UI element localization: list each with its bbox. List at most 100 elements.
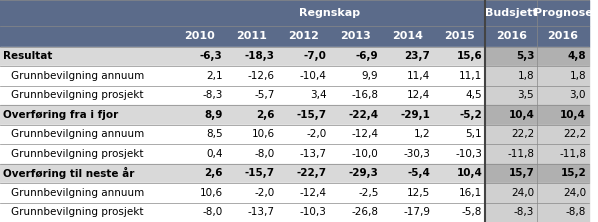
Text: 2,6: 2,6 [205,168,222,178]
Text: -10,3: -10,3 [456,149,482,159]
Text: 2016: 2016 [496,31,527,41]
Text: -2,0: -2,0 [254,188,274,198]
Text: 10,6: 10,6 [252,129,274,139]
Text: 1,8: 1,8 [569,71,586,81]
Text: -6,3: -6,3 [200,51,222,61]
Bar [0,47,485,66]
Text: -5,4: -5,4 [407,168,431,178]
Text: 2013: 2013 [340,31,371,41]
Text: 15,7: 15,7 [508,168,534,178]
Text: 9,9: 9,9 [362,71,379,81]
Bar [485,144,589,164]
Text: 2,1: 2,1 [206,71,222,81]
Text: 22,2: 22,2 [563,129,586,139]
Text: 5,3: 5,3 [515,51,534,61]
Bar [485,105,589,125]
Text: 8,5: 8,5 [206,129,222,139]
Text: 24,0: 24,0 [511,188,534,198]
Text: -6,9: -6,9 [356,51,379,61]
Text: 23,7: 23,7 [404,51,431,61]
Bar [0,26,589,47]
Text: 22,2: 22,2 [511,129,534,139]
Bar [485,86,589,105]
Bar [485,66,589,86]
Text: 2016: 2016 [548,31,579,41]
Text: 12,4: 12,4 [407,90,431,100]
Bar [0,66,485,86]
Text: -5,7: -5,7 [254,90,274,100]
Text: Grunnbevilgning prosjekt: Grunnbevilgning prosjekt [11,149,143,159]
Bar [0,125,485,144]
Text: -18,3: -18,3 [245,51,274,61]
Text: 11,4: 11,4 [407,71,431,81]
Text: -17,9: -17,9 [404,207,431,217]
Text: 2011: 2011 [236,31,267,41]
Text: Grunnbevilgning prosjekt: Grunnbevilgning prosjekt [11,90,143,100]
Text: -10,4: -10,4 [300,71,327,81]
Bar [0,86,485,105]
Text: 12,5: 12,5 [407,188,431,198]
Text: -11,8: -11,8 [559,149,586,159]
Text: -2,0: -2,0 [306,129,327,139]
Text: -11,8: -11,8 [507,149,534,159]
Text: -10,0: -10,0 [352,149,379,159]
Text: -13,7: -13,7 [248,207,274,217]
Text: -10,3: -10,3 [300,207,327,217]
Text: -13,7: -13,7 [300,149,327,159]
Text: 4,8: 4,8 [568,51,586,61]
Bar [0,202,485,222]
Text: Overføring fra i fjor: Overføring fra i fjor [3,110,118,120]
Text: 2012: 2012 [288,31,319,41]
Text: 2014: 2014 [392,31,423,41]
Bar [0,105,485,125]
Text: -7,0: -7,0 [304,51,327,61]
Text: 1,2: 1,2 [414,129,431,139]
Text: 24,0: 24,0 [563,188,586,198]
Text: -15,7: -15,7 [245,168,274,178]
Text: 3,5: 3,5 [517,90,534,100]
Text: 2015: 2015 [444,31,475,41]
Text: 5,1: 5,1 [466,129,482,139]
Bar [485,202,589,222]
Text: Grunnbevilgning prosjekt: Grunnbevilgning prosjekt [11,207,143,217]
Text: 10,6: 10,6 [200,188,222,198]
Bar [0,183,485,202]
Text: 0,4: 0,4 [206,149,222,159]
Text: -5,2: -5,2 [459,110,482,120]
Text: 15,2: 15,2 [560,168,586,178]
Text: Grunnbevilgning annuum: Grunnbevilgning annuum [11,71,144,81]
Text: -8,0: -8,0 [254,149,274,159]
Text: -8,0: -8,0 [203,207,222,217]
Text: -15,7: -15,7 [297,110,327,120]
Text: 4,5: 4,5 [466,90,482,100]
Text: -12,6: -12,6 [248,71,274,81]
Text: -12,4: -12,4 [300,188,327,198]
Text: 3,0: 3,0 [570,90,586,100]
Bar [485,47,589,66]
Text: 2010: 2010 [184,31,215,41]
Text: Prognose: Prognose [534,8,593,18]
Text: -8,3: -8,3 [514,207,534,217]
Text: Resultat: Resultat [3,51,52,61]
Text: Grunnbevilgning annuum: Grunnbevilgning annuum [11,129,144,139]
Text: -26,8: -26,8 [352,207,379,217]
Bar [485,164,589,183]
Text: -8,3: -8,3 [202,90,222,100]
Text: 10,4: 10,4 [560,110,586,120]
Text: -29,1: -29,1 [401,110,431,120]
Bar [485,183,589,202]
Bar [0,144,485,164]
Bar [485,125,589,144]
Text: 10,4: 10,4 [456,168,482,178]
Text: 3,4: 3,4 [310,90,327,100]
Text: -22,7: -22,7 [297,168,327,178]
Text: 2,6: 2,6 [256,110,274,120]
Text: 11,1: 11,1 [459,71,482,81]
Text: -22,4: -22,4 [349,110,379,120]
Bar [0,164,485,183]
Text: 16,1: 16,1 [459,188,482,198]
Text: -16,8: -16,8 [352,90,379,100]
Text: -2,5: -2,5 [358,188,379,198]
Text: -8,8: -8,8 [566,207,586,217]
Bar [0,0,589,26]
